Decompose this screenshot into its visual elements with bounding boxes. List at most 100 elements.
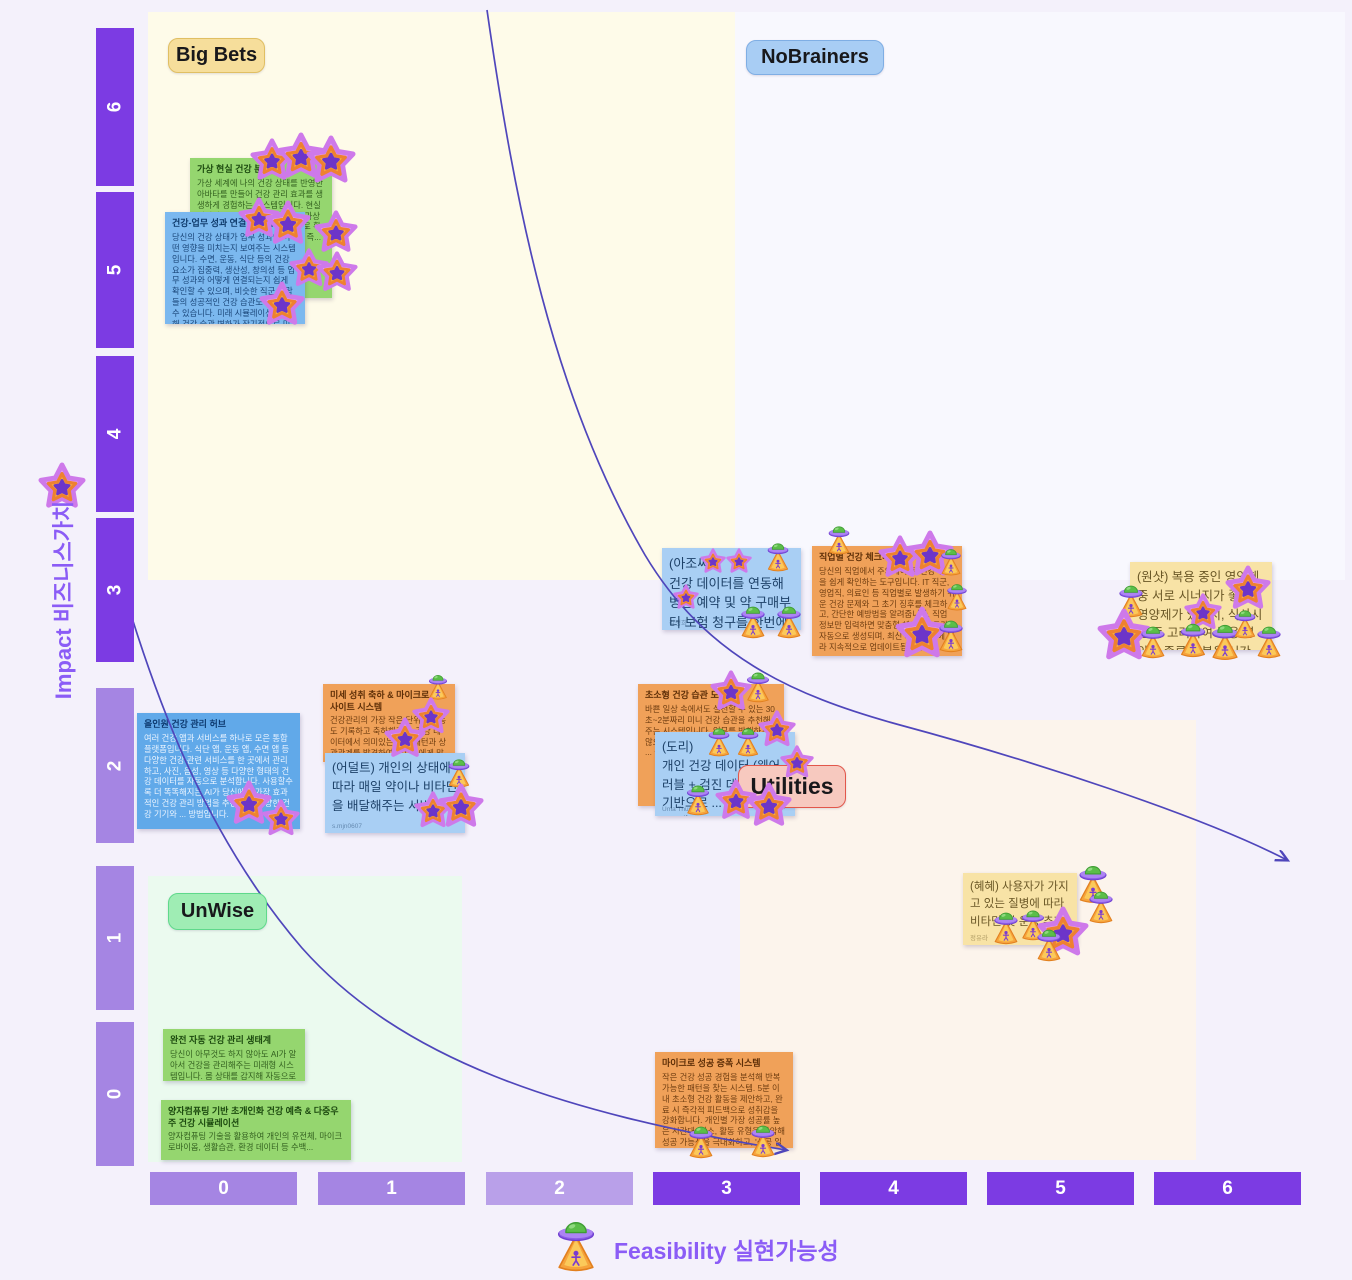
star-sticker-graphic — [314, 210, 358, 252]
ufo-sticker[interactable] — [936, 547, 966, 577]
ufo-sticker[interactable] — [681, 783, 715, 817]
ufo-sticker[interactable] — [1251, 624, 1287, 660]
star-sticker-graphic — [1225, 565, 1271, 609]
star-sticker-graphic — [438, 783, 484, 827]
ufo-sticker[interactable] — [745, 1123, 781, 1159]
ufo-sticker[interactable] — [771, 604, 807, 640]
note-author: s.mjn0607 — [332, 823, 362, 830]
ufo-sticker[interactable] — [1031, 927, 1067, 963]
star-sticker-graphic — [673, 584, 699, 609]
ufo-sticker-graphic — [767, 543, 789, 572]
quadrant-label-nobrainers[interactable]: NoBrainers — [746, 40, 884, 75]
note-title: 가상 현실 건강 분신 — [197, 164, 271, 174]
note-title: 건강-업무 성과 연결 시스템 — [172, 218, 274, 228]
x-tick-6: 6 — [1154, 1172, 1301, 1205]
star-sticker[interactable] — [1225, 565, 1271, 611]
star-sticker[interactable] — [673, 584, 699, 610]
feasibility-ufo-icon — [548, 1218, 604, 1279]
star-sticker[interactable] — [780, 745, 814, 779]
ufo-sticker-graphic — [751, 1125, 775, 1158]
note-title: 완전 자동 건강 관리 생태계 — [170, 1035, 272, 1045]
ufo-sticker-graphic — [747, 672, 769, 703]
x-tick-3: 3 — [653, 1172, 800, 1205]
note-body: 당신의 건강 상태가 업무 성과에 어떤 영향을 미치는지 보여주는 시스템입니… — [172, 231, 296, 324]
star-sticker-graphic — [316, 251, 358, 291]
ufo-sticker[interactable] — [1083, 889, 1119, 925]
star-sticker[interactable] — [726, 548, 752, 574]
note-author: 김성희 — [669, 620, 687, 627]
ufo-sticker-graphic — [737, 728, 759, 757]
x-tick-1: 1 — [318, 1172, 465, 1205]
star-sticker-graphic — [265, 200, 311, 244]
ufo-sticker-graphic — [1037, 929, 1061, 962]
ufo-sticker[interactable] — [933, 618, 969, 654]
star-sticker-graphic — [262, 799, 300, 836]
star-sticker-graphic — [259, 281, 305, 325]
ufo-sticker[interactable] — [1135, 624, 1171, 660]
y-axis-title: Impact 비즈니스가치 — [51, 500, 76, 700]
star-sticker-graphic — [38, 462, 86, 508]
y-tick-2: 2 — [96, 688, 134, 843]
ufo-sticker-graphic — [828, 526, 850, 555]
star-sticker-graphic — [306, 135, 356, 183]
ufo-sticker-graphic — [687, 785, 709, 816]
y-tick-0: 0 — [96, 1022, 134, 1166]
star-sticker[interactable] — [262, 799, 300, 837]
star-sticker-graphic — [726, 548, 752, 573]
ufo-sticker[interactable] — [735, 604, 771, 640]
ufo-sticker-graphic — [1141, 626, 1165, 659]
ufo-sticker-graphic — [777, 606, 801, 639]
star-sticker[interactable] — [306, 135, 356, 185]
star-sticker[interactable] — [438, 783, 484, 829]
note-title: 올인원 건강 관리 허브 — [144, 719, 227, 729]
y-tick-3: 3 — [96, 518, 134, 662]
star-sticker[interactable] — [316, 251, 358, 293]
ufo-sticker-graphic — [1089, 891, 1113, 924]
star-sticker[interactable] — [314, 210, 358, 254]
note-title: 마이크로 성공 증폭 시스템 — [662, 1058, 761, 1068]
ufo-sticker[interactable] — [988, 910, 1024, 946]
y-tick-4: 4 — [96, 356, 134, 512]
ufo-sticker[interactable] — [762, 541, 794, 573]
x-tick-5: 5 — [987, 1172, 1134, 1205]
ufo-sticker-graphic — [741, 606, 765, 639]
x-tick-0: 0 — [150, 1172, 297, 1205]
star-sticker[interactable] — [384, 717, 426, 759]
note-body: 양자컴퓨팅 기술을 활용하여 개인의 유전체, 마이크로바이옴, 생활습관, 환… — [168, 1131, 343, 1153]
ufo-sticker-graphic — [939, 620, 963, 653]
y-tick-6: 6 — [96, 28, 134, 186]
star-sticker-graphic — [277, 132, 325, 178]
ufo-sticker[interactable] — [732, 726, 764, 758]
star-sticker-graphic — [384, 717, 426, 757]
star-sticker[interactable] — [259, 281, 305, 327]
quadrant-label-big-bets[interactable]: Big Bets — [168, 38, 265, 73]
impact-star-icon — [38, 462, 86, 515]
ufo-sticker-graphic — [1022, 910, 1044, 941]
note-title: 양자컴퓨팅 기반 초개인화 건강 예측 & 다중우주 건강 시뮬레이션 — [168, 1106, 339, 1128]
star-sticker[interactable] — [746, 782, 792, 828]
star-sticker-graphic — [780, 745, 814, 778]
star-sticker[interactable] — [277, 132, 325, 180]
ufo-sticker[interactable] — [741, 670, 775, 704]
ufo-sticker[interactable] — [1016, 908, 1050, 942]
star-sticker[interactable] — [265, 200, 311, 246]
y-tick-5: 5 — [96, 192, 134, 348]
ufo-sticker-graphic — [994, 912, 1018, 945]
x-tick-4: 4 — [820, 1172, 967, 1205]
ufo-sticker-graphic — [557, 1222, 595, 1272]
star-sticker[interactable] — [700, 548, 726, 574]
note-body: 당신이 아무것도 하지 않아도 AI가 알아서 건강을 관리해주는 미래형 시스… — [170, 1048, 297, 1081]
note-author: 정유라 — [970, 935, 988, 942]
ufo-sticker-graphic — [941, 549, 961, 576]
sticky-note-hyehye-vitamin[interactable]: (혜혜) 사용자가 가지고 있는 질병에 따라 비타민 및 운동 추천정유라 — [963, 873, 1077, 945]
ufo-sticker[interactable] — [823, 524, 855, 556]
ufo-sticker[interactable] — [703, 726, 735, 758]
region-nobrainers — [735, 12, 1345, 580]
ufo-sticker-graphic — [708, 728, 730, 757]
ufo-sticker[interactable] — [683, 1124, 719, 1160]
quadrant-label-unwise[interactable]: UnWise — [168, 893, 267, 930]
ufo-sticker-graphic — [1257, 626, 1281, 659]
